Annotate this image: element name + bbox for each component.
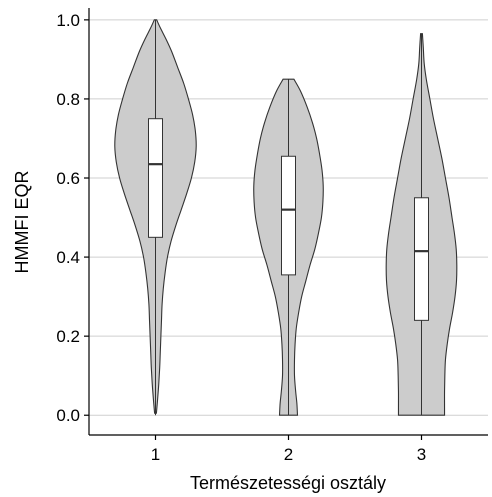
- x-axis-title: Természetességi osztály: [190, 473, 386, 493]
- box-2: [281, 155, 296, 276]
- box-1: [148, 118, 163, 238]
- x-tick-label: 1: [151, 445, 160, 464]
- x-tick-label: 3: [417, 445, 426, 464]
- boxplots: [148, 19, 429, 416]
- y-tick-label: 0.6: [56, 169, 80, 188]
- y-axis-title: HMMFI EQR: [12, 171, 32, 274]
- axes: 0.0 0.2 0.4 0.6 0.8 1.0 1 2 3: [56, 8, 488, 464]
- y-tick-label: 0.4: [56, 248, 80, 267]
- x-tick-label: 2: [284, 445, 293, 464]
- y-tick-label: 0.0: [56, 406, 80, 425]
- y-tick-label: 0.2: [56, 327, 80, 346]
- y-tick-label: 1.0: [56, 11, 80, 30]
- box-3: [414, 197, 429, 321]
- y-tick-label: 0.8: [56, 90, 80, 109]
